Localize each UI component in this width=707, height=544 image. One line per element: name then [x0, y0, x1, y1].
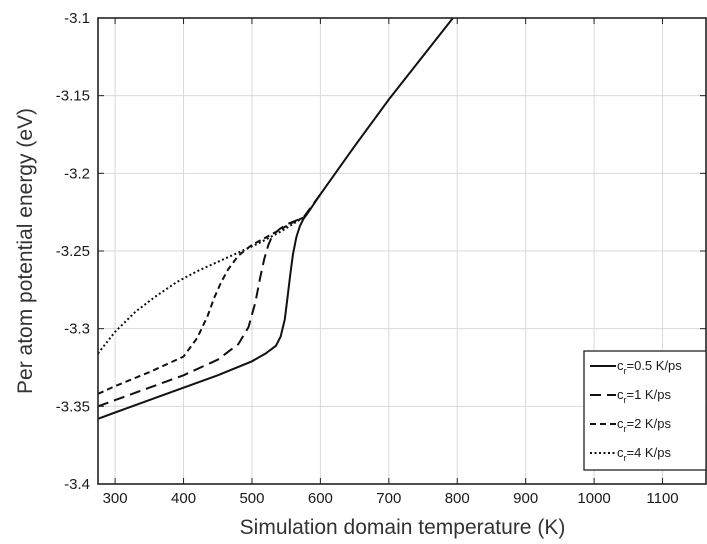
series-line — [98, 216, 304, 395]
legend-subscript: r — [624, 424, 627, 434]
x-tick-label: 600 — [308, 490, 333, 507]
x-tick-label: 700 — [376, 490, 401, 507]
x-tick-label: 1100 — [646, 490, 678, 507]
series-line — [98, 193, 322, 408]
legend-entry: cr=0.5 K/ps — [617, 358, 682, 376]
legend-prefix: c — [617, 445, 624, 460]
grid — [98, 17, 707, 485]
legend-subscript: r — [624, 453, 627, 463]
legend-prefix: c — [617, 358, 624, 373]
y-tick-label: -3.2 — [64, 165, 90, 182]
x-tick-label: 900 — [513, 490, 538, 507]
y-tick-label: -3.35 — [56, 398, 90, 415]
legend-entry: cr=1 K/ps — [617, 387, 671, 405]
legend-prefix: c — [617, 416, 624, 431]
y-tick-label: -3.3 — [64, 321, 90, 338]
series-line — [98, 216, 304, 355]
y-axis-label: Per atom potential energy (eV) — [14, 108, 37, 394]
x-tick-label: 800 — [445, 490, 470, 507]
legend-label: =1 K/ps — [627, 387, 672, 402]
x-tick-label: 500 — [239, 490, 264, 507]
legend-prefix: c — [617, 387, 624, 402]
series-lines — [98, 18, 455, 420]
legend-label: =2 K/ps — [627, 416, 672, 431]
legend-label: =4 K/ps — [627, 445, 672, 460]
x-axis-ticks: 300 400 500 600 700 800 900 1000 1100 — [103, 18, 679, 507]
y-tick-label: -3.15 — [56, 88, 90, 105]
legend-entry: cr=4 K/ps — [617, 445, 671, 463]
x-tick-label: 1000 — [577, 490, 610, 507]
legend-subscript: r — [624, 366, 627, 376]
x-tick-label: 300 — [103, 490, 128, 507]
x-axis-label: Simulation domain temperature (K) — [240, 516, 566, 539]
y-axis-ticks: -3.4 -3.35 -3.3 -3.25 -3.2 -3.15 -3.1 — [56, 10, 706, 493]
y-tick-label: -3.4 — [64, 476, 90, 493]
legend-box — [583, 350, 707, 471]
series-line — [98, 18, 455, 420]
y-tick-label: -3.25 — [56, 243, 90, 260]
legend-entry: cr=2 K/ps — [617, 416, 671, 434]
x-tick-label: 400 — [171, 490, 196, 507]
legend-label: =0.5 K/ps — [627, 358, 683, 373]
y-tick-label: -3.1 — [64, 10, 90, 27]
legend-subscript: r — [624, 395, 627, 405]
